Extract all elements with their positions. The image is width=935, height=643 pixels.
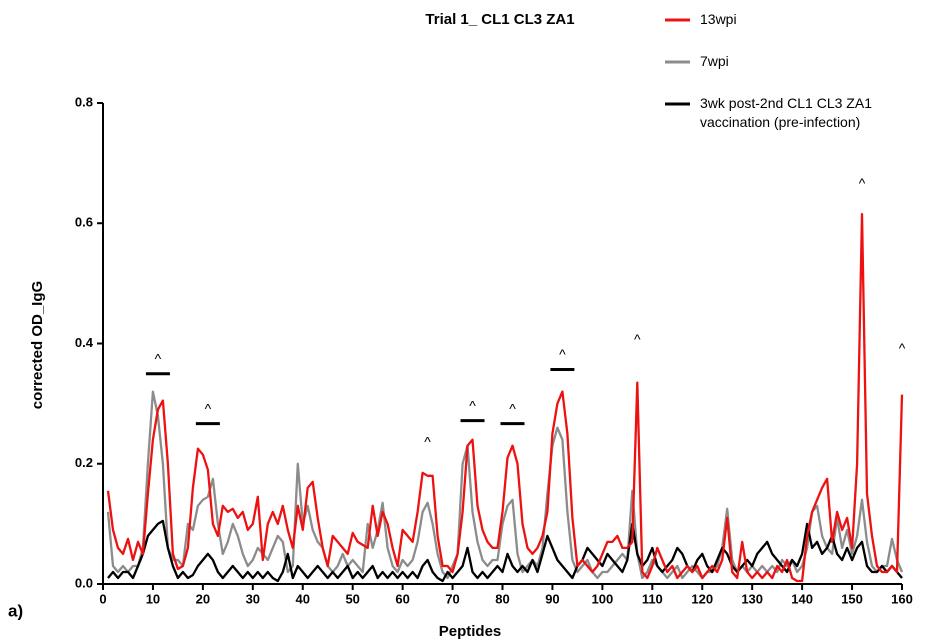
y-tick-label: 0.2 <box>75 455 93 470</box>
legend-label: 13wpi <box>700 11 737 27</box>
y-tick-label: 0.0 <box>75 575 93 590</box>
series-line <box>107 519 903 583</box>
x-tick-label: 30 <box>246 591 260 606</box>
chart-title: Trial 1_ CL1 CL3 ZA1 <box>425 11 574 28</box>
annotation: ^ <box>899 340 906 356</box>
x-tick-label: 80 <box>495 591 509 606</box>
x-axis-label: Peptides <box>439 623 502 640</box>
x-tick-label: 60 <box>395 591 409 606</box>
annotation: ^ <box>859 175 866 191</box>
x-tick-label: 0 <box>99 591 106 606</box>
x-tick-label: 50 <box>345 591 359 606</box>
series-line <box>106 213 904 583</box>
annotation: ^ <box>155 350 162 366</box>
x-tick-label: 140 <box>791 591 813 606</box>
x-tick-label: 110 <box>642 591 663 606</box>
x-tick-label: 40 <box>296 591 310 606</box>
x-tick-label: 90 <box>545 591 559 606</box>
x-tick-label: 130 <box>741 591 763 606</box>
annotation: ^ <box>509 400 516 416</box>
y-tick-label: 0.6 <box>75 215 93 230</box>
x-tick-label: 120 <box>691 591 713 606</box>
annotation: ^ <box>424 433 431 449</box>
y-axis-label: corrected OD_IgG <box>29 281 46 409</box>
annotation: ^ <box>559 346 566 362</box>
x-tick-label: 70 <box>445 591 459 606</box>
annotation: ^ <box>634 331 641 347</box>
x-tick-label: 160 <box>891 591 913 606</box>
panel-label: a) <box>8 601 23 620</box>
x-tick-label: 150 <box>841 591 863 606</box>
series-line <box>106 390 904 580</box>
y-tick-label: 0.4 <box>75 335 94 350</box>
x-tick-label: 10 <box>146 591 160 606</box>
annotation: ^ <box>469 397 476 413</box>
x-tick-label: 20 <box>196 591 210 606</box>
y-tick-label: 0.8 <box>75 94 93 109</box>
legend-label: 7wpi <box>700 53 729 69</box>
legend-label: 3wk post-2nd CL1 CL3 ZA1 vaccination (pr… <box>700 95 872 130</box>
annotation: ^ <box>205 400 212 416</box>
x-tick-label: 100 <box>592 591 614 606</box>
